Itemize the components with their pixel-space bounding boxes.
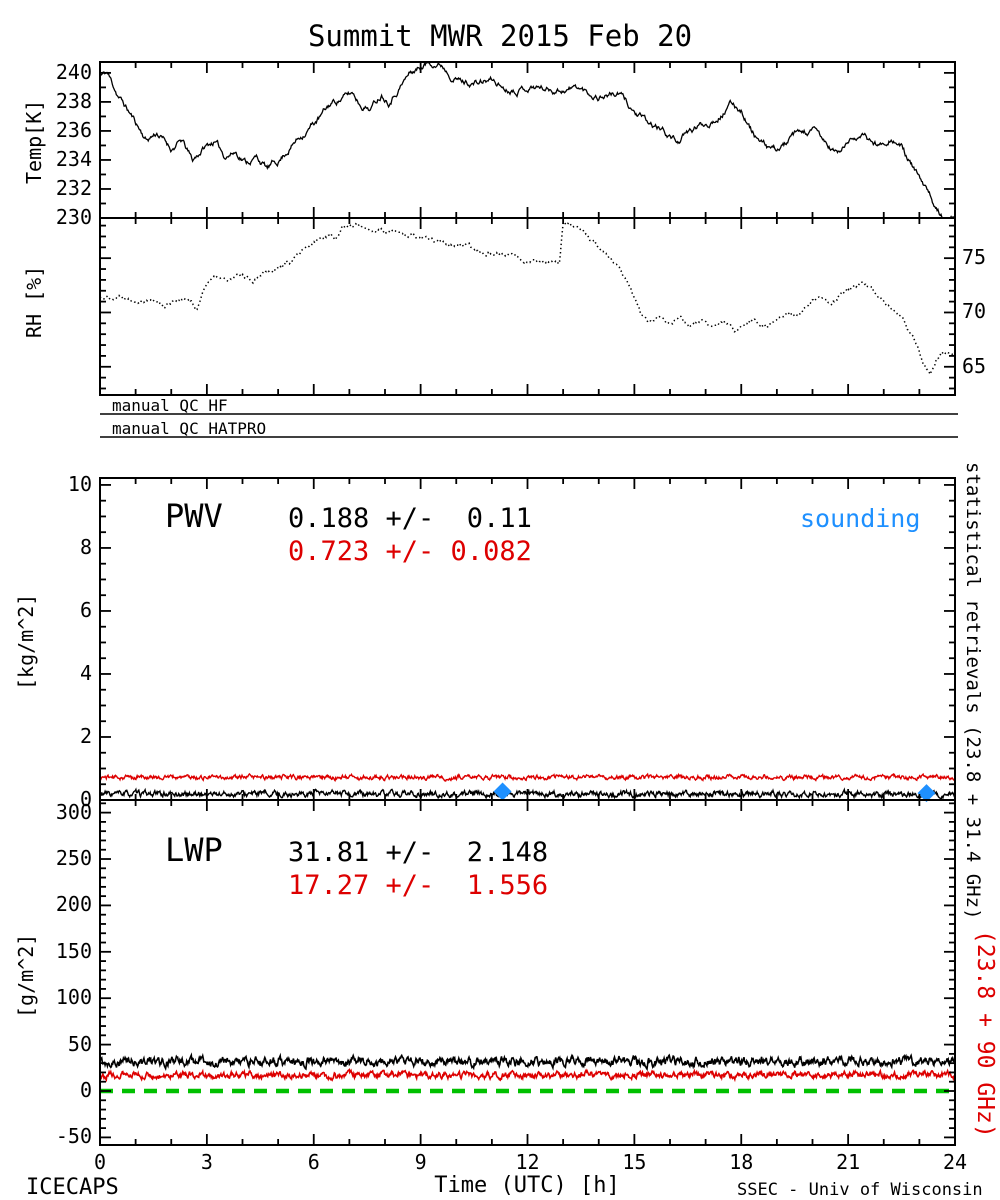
tick-label: 2 — [79, 723, 92, 748]
qc-flag-lines — [100, 413, 958, 438]
ticks-temperature — [99, 62, 956, 219]
tick-label: 100 — [55, 985, 92, 1010]
tick-label: 236 — [55, 117, 92, 142]
tick-label: 200 — [55, 892, 92, 917]
footer-icecaps: ICECAPS — [26, 1175, 119, 1200]
tick-label: 50 — [67, 1031, 92, 1056]
lwp-panel-label: LWP — [165, 831, 223, 869]
tick-label: 15 — [622, 1150, 647, 1174]
tick-label: 3 — [200, 1150, 213, 1174]
pwv-stats-black: 0.188 +/- 0.11 — [288, 503, 532, 534]
tick-label: 300 — [55, 799, 92, 824]
tick-label: 6 — [79, 597, 92, 622]
x-axis-label: Time (UTC) [h] — [434, 1173, 620, 1198]
series-line-pwv-1 — [100, 772, 955, 783]
ticks-pwv — [99, 478, 956, 801]
sounding-legend-label: sounding — [800, 504, 921, 533]
pwv-stats-red: 0.723 +/- 0.082 — [288, 536, 532, 567]
tick-label: 4 — [79, 660, 92, 685]
tick-label: 240 — [55, 59, 92, 84]
tick-label: 9 — [414, 1150, 427, 1174]
series-line-relative-humidity-0 — [100, 220, 955, 377]
sounding-diamond-icon — [917, 784, 936, 803]
panel-series-relative-humidity — [100, 220, 955, 377]
sounding-diamond-icon — [493, 782, 512, 801]
tick-label: 24 — [942, 1150, 968, 1174]
tick-label: 0 — [93, 1150, 107, 1174]
panel-box-relative-humidity — [99, 217, 956, 396]
qc-hf-label: manual QC HF — [112, 396, 228, 415]
panel-series-temperature — [100, 62, 955, 218]
rh-y-axis-label: RH [%] — [22, 265, 46, 338]
series-line-lwp-0 — [100, 1052, 955, 1072]
series-line-temperature-0 — [100, 62, 955, 218]
tick-label: 21 — [836, 1150, 861, 1174]
tick-label: 0 — [79, 787, 92, 811]
tick-label: -50 — [55, 1124, 92, 1149]
right-side-label-black: statistical retrievals (23.8 + 31.4 GHz) — [962, 462, 984, 920]
tick-label: 10 — [67, 471, 92, 496]
tick-label: 12 — [515, 1150, 540, 1174]
tick-label: 232 — [55, 175, 92, 200]
tick-label: 234 — [55, 146, 92, 171]
tick-label: 65 — [962, 353, 987, 378]
tick-label: 0 — [79, 1077, 92, 1102]
tick-label: 6 — [307, 1150, 320, 1174]
right-side-label-red: (23.8 + 90 GHz) — [972, 930, 998, 1138]
tick-label: 18 — [729, 1150, 754, 1174]
tick-label: 70 — [962, 299, 987, 324]
lwp-stats-red: 17.27 +/- 1.556 — [288, 870, 549, 901]
pwv-panel-label: PWV — [165, 497, 223, 535]
tick-label: 150 — [55, 938, 92, 963]
tick-label: 75 — [962, 245, 987, 270]
tick-label: 8 — [79, 534, 92, 559]
lwp-stats-black: 31.81 +/- 2.148 — [288, 837, 549, 868]
series-line-lwp-1 — [100, 1068, 955, 1083]
panel-box-temperature — [99, 61, 956, 219]
footer-ssec: SSEC - Univ of Wisconsin — [737, 1180, 983, 1200]
chart-title: Summit MWR 2015 Feb 20 — [307, 19, 693, 53]
panel-series-lwp — [100, 1052, 955, 1094]
qc-hatpro-label: manual QC HATPRO — [112, 419, 267, 438]
ticks-lwp — [99, 800, 956, 1145]
ticks-relative-humidity — [99, 218, 956, 395]
tick-label: 250 — [55, 846, 92, 871]
tick-label: 238 — [55, 88, 92, 113]
tick-label: 230 — [55, 205, 92, 229]
